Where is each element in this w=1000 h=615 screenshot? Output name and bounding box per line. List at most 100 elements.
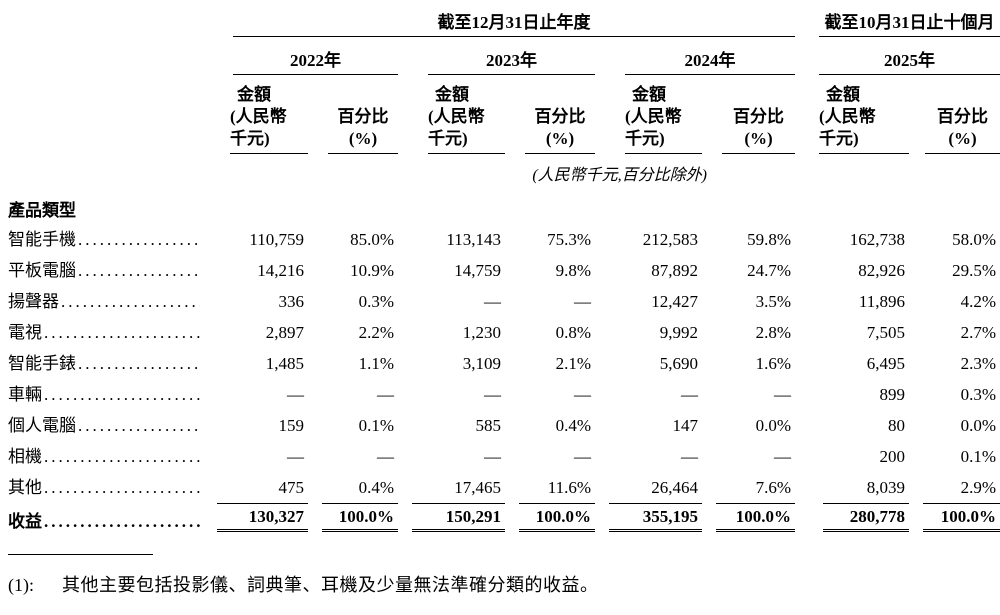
table-row: 智能手機 110,759 85.0% 113,143 75.3% 212,583… — [8, 222, 1000, 253]
dot-leader — [78, 261, 200, 281]
amount-header-2022: 金額 (人民幣 千元) — [230, 84, 308, 155]
amount-cell: 80 — [888, 416, 905, 436]
percent-cell: 0.3% — [358, 292, 394, 312]
amount-cell: — — [484, 447, 501, 467]
amount-cell: 12,427 — [651, 292, 698, 312]
row-label: 電視 — [8, 323, 42, 343]
percent-cell: 0.4% — [358, 478, 394, 498]
amount-cell: 159 — [278, 416, 305, 436]
dot-leader — [44, 323, 200, 343]
period-annual-header: 截至12月31日止年度 — [233, 8, 795, 37]
year-2025-header: 2025年 — [819, 46, 1000, 75]
table-row: 相機 — — — — — — 200 0.1% — [8, 439, 1000, 470]
amount-cell: 5,690 — [659, 354, 698, 374]
unit-note: (人民幣千元,百分比除外) — [532, 167, 707, 185]
percent-cell: — — [574, 385, 591, 405]
table-row: 其他 475 0.4% 17,465 11.6% 26,464 7.6% 8,0… — [8, 470, 1000, 501]
percent-cell: 85.0% — [350, 230, 394, 250]
amount-cell: 147 — [672, 416, 699, 436]
section-row: 產品類型 — [8, 187, 1000, 222]
percent-cell: 0.1% — [960, 447, 996, 467]
total-percent-cell: 100.0% — [322, 503, 398, 533]
amount-cell: 11,896 — [858, 292, 905, 312]
percent-cell: 0.1% — [358, 416, 394, 436]
year-2023-header: 2023年 — [428, 46, 595, 75]
total-percent-cell: 100.0% — [923, 503, 1000, 533]
dot-leader — [44, 512, 200, 532]
subheader-row: 金額 (人民幣 千元) 百分比 (%) 金額 (人民幣 千元) 百分比 (%) … — [8, 75, 1000, 155]
amount-cell: 3,109 — [462, 354, 501, 374]
percent-cell: 0.0% — [960, 416, 996, 436]
percent-cell: 11.6% — [547, 478, 591, 498]
amount-cell: 7,505 — [866, 323, 905, 343]
amount-cell: 113,143 — [446, 230, 501, 250]
table-row: 智能手錶 1,485 1.1% 3,109 2.1% 5,690 1.6% 6,… — [8, 346, 1000, 377]
amount-cell: — — [484, 292, 501, 312]
dot-leader — [44, 385, 200, 405]
amount-cell: — — [484, 385, 501, 405]
amount-cell: 899 — [879, 385, 906, 405]
total-amount-cell: 355,195 — [609, 503, 702, 533]
table-row: 車輛 — — — — — — 899 0.3% — [8, 377, 1000, 408]
percent-cell: 75.3% — [547, 230, 591, 250]
percent-cell: 2.7% — [960, 323, 996, 343]
row-label: 其他 — [8, 478, 42, 498]
percent-cell: 0.3% — [960, 385, 996, 405]
amount-cell: 1,230 — [462, 323, 501, 343]
amount-cell: 82,926 — [858, 261, 905, 281]
amount-cell: — — [681, 385, 698, 405]
amount-cell: 162,738 — [849, 230, 905, 250]
total-amount-cell: 130,327 — [217, 503, 308, 533]
table-row: 個人電腦 159 0.1% 585 0.4% 147 0.0% 80 0.0% — [8, 408, 1000, 439]
percent-header-2025: 百分比 (%) — [925, 106, 1000, 155]
percent-cell: 10.9% — [350, 261, 394, 281]
percent-cell: 2.1% — [555, 354, 591, 374]
percent-cell: 0.4% — [555, 416, 591, 436]
row-label: 揚聲器 — [8, 292, 59, 312]
amount-cell: — — [287, 447, 304, 467]
percent-cell: 2.2% — [358, 323, 394, 343]
amount-cell: 475 — [278, 478, 305, 498]
dot-leader — [61, 292, 200, 312]
section-label: 產品類型 — [8, 201, 76, 221]
footnote-1-label: (1): — [8, 575, 34, 596]
percent-cell: 2.9% — [960, 478, 996, 498]
percent-cell: 2.8% — [755, 323, 791, 343]
percent-cell: 4.2% — [960, 292, 996, 312]
dot-leader — [78, 354, 200, 374]
amount-cell: 110,759 — [249, 230, 304, 250]
percent-cell: 0.8% — [555, 323, 591, 343]
revenue-by-product-table: 截至12月31日止年度 截至10月31日止十個月 2022年 2023年 202… — [8, 8, 1000, 533]
total-amount-cell: 280,778 — [823, 503, 909, 533]
dot-leader — [78, 416, 200, 436]
row-label: 個人電腦 — [8, 416, 76, 436]
percent-cell: 1.1% — [358, 354, 394, 374]
percent-cell: 59.8% — [747, 230, 791, 250]
amount-cell: 8,039 — [866, 478, 905, 498]
percent-cell: 9.8% — [555, 261, 591, 281]
percent-cell: — — [774, 447, 791, 467]
amount-cell: 200 — [879, 447, 906, 467]
percent-cell: 0.0% — [755, 416, 791, 436]
percent-cell: 24.7% — [747, 261, 791, 281]
total-row: 收益 130,327 100.0% 150,291 100.0% 355,195… — [8, 501, 1000, 533]
percent-header-2023: 百分比 (%) — [525, 106, 595, 155]
percent-cell: — — [377, 385, 394, 405]
amount-cell: 6,495 — [866, 354, 905, 374]
amount-cell: 336 — [278, 292, 305, 312]
total-label: 收益 — [8, 512, 42, 532]
table-row: 揚聲器 336 0.3% — — 12,427 3.5% 11,896 4.2% — [8, 284, 1000, 315]
year-2024-header: 2024年 — [625, 46, 795, 75]
amount-cell: — — [681, 447, 698, 467]
dot-leader — [44, 478, 200, 498]
percent-cell: 7.6% — [755, 478, 791, 498]
year-header-row: 2022年 2023年 2024年 2025年 — [8, 37, 1000, 75]
amount-header-2024: 金額 (人民幣 千元) — [625, 84, 702, 155]
amount-header-2025: 金額 (人民幣 千元) — [819, 84, 909, 155]
percent-cell: — — [774, 385, 791, 405]
dot-leader — [78, 230, 200, 250]
amount-cell: 212,583 — [642, 230, 698, 250]
amount-cell: 9,992 — [659, 323, 698, 343]
amount-cell: 87,892 — [651, 261, 698, 281]
